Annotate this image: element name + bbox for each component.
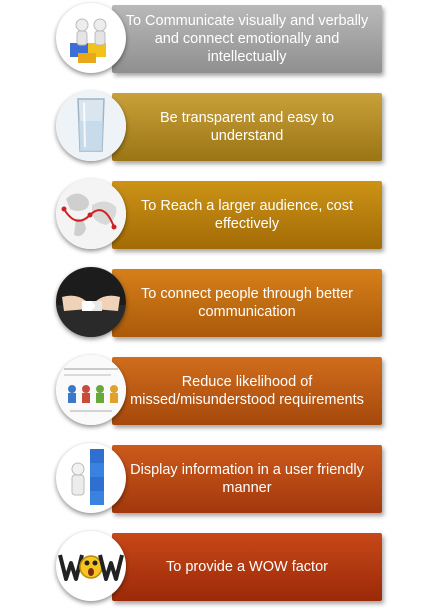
list-item: Display information in a user friendly m…	[0, 440, 440, 518]
list-item: To connect people through better communi…	[0, 264, 440, 342]
item-bar-4: To connect people through better communi…	[112, 269, 382, 337]
list-item: Reduce likelihood of missed/misunderstoo…	[0, 352, 440, 430]
world-map-icon	[56, 179, 126, 249]
item-bar-3: To Reach a larger audience, cost effecti…	[112, 181, 382, 249]
item-bar-2: Be transparent and easy to understand	[112, 93, 382, 161]
puzzle-people-icon	[56, 3, 126, 73]
item-bar-5: Reduce likelihood of missed/misunderstoo…	[112, 357, 382, 425]
item-bar-1: To Communicate visually and verbally and…	[112, 5, 382, 73]
list-item: To Communicate visually and verbally and…	[0, 0, 440, 78]
list-item: Be transparent and easy to understand	[0, 88, 440, 166]
people-discussion-icon	[56, 355, 126, 425]
easy-blocks-icon	[56, 443, 126, 513]
list-item: To Reach a larger audience, cost effecti…	[0, 176, 440, 254]
hands-puzzle-icon	[56, 267, 126, 337]
list-item: To provide a WOW factor	[0, 528, 440, 606]
glass-water-icon	[56, 91, 126, 161]
wow-face-icon	[56, 531, 126, 601]
item-bar-6: Display information in a user friendly m…	[112, 445, 382, 513]
item-bar-7: To provide a WOW factor	[112, 533, 382, 601]
